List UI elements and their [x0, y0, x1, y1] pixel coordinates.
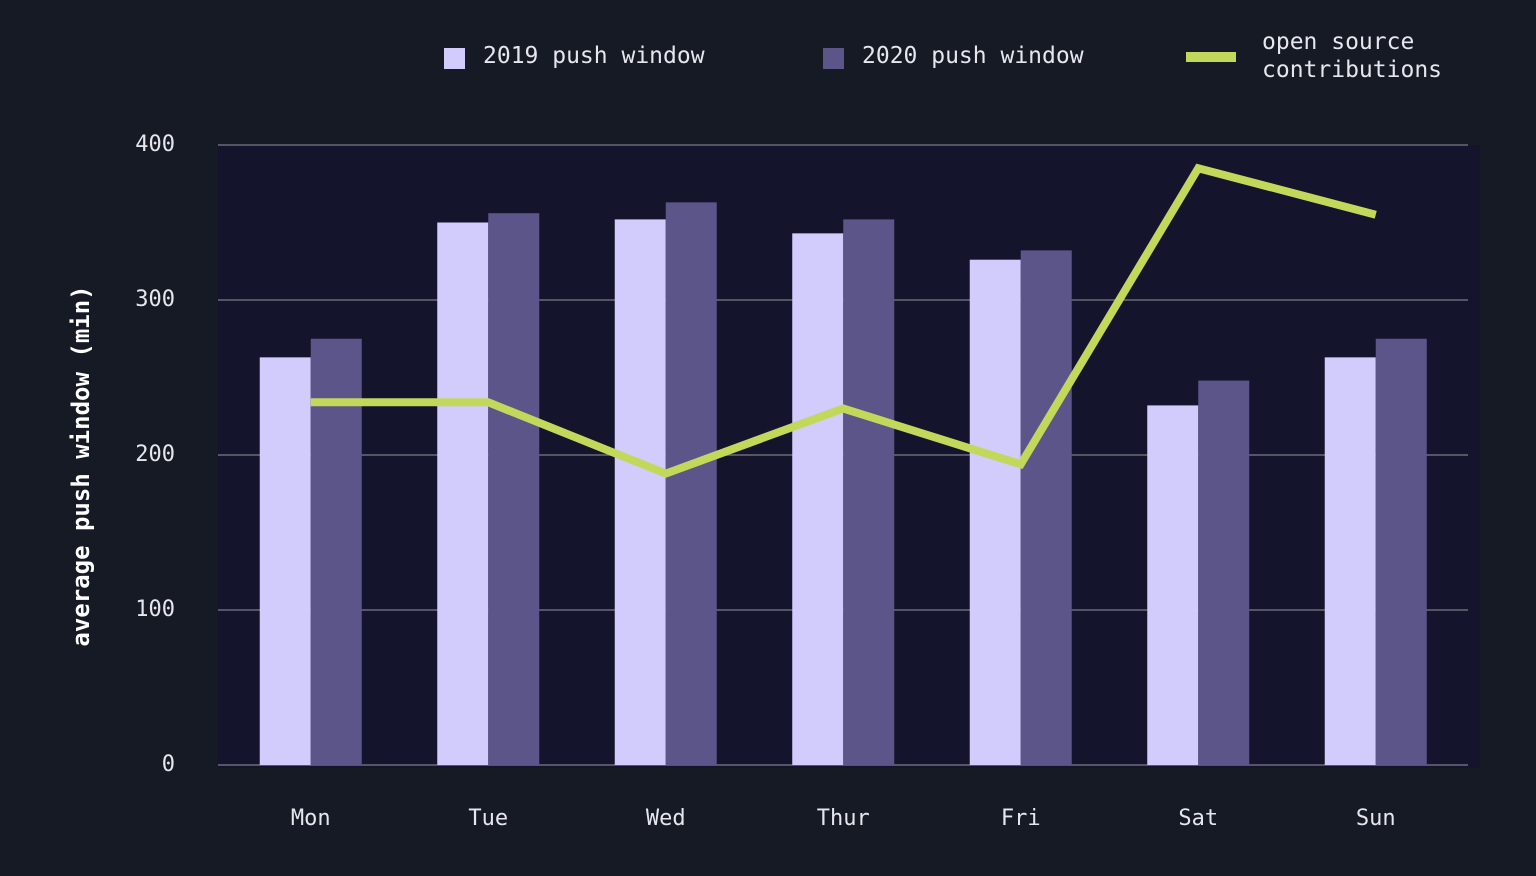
legend-label: 2020 push window: [862, 43, 1084, 69]
legend-label: open source contributions: [1262, 29, 1443, 83]
legend-item: 2020 push window: [862, 43, 1084, 69]
legend-swatch: [444, 48, 465, 69]
y-axis-label: average push window (min): [67, 285, 95, 646]
bar: [1324, 357, 1376, 765]
bar: [969, 259, 1021, 765]
x-tick-label: Tue: [468, 806, 508, 831]
x-tick-label: Wed: [646, 806, 686, 831]
bar: [1147, 405, 1199, 765]
bar: [310, 338, 362, 765]
y-tick-label: 400: [135, 132, 175, 157]
x-tick-label: Sun: [1356, 806, 1396, 831]
bar: [843, 219, 895, 765]
bar: [1198, 380, 1250, 765]
bar: [1020, 250, 1072, 765]
legend-item: open source contributions: [1262, 29, 1443, 83]
bar: [1375, 338, 1427, 765]
y-tick-label: 300: [135, 287, 175, 312]
bar: [792, 233, 844, 766]
lines: [310, 163, 1377, 478]
bar: [665, 202, 717, 766]
x-tick-label: Thur: [817, 806, 870, 831]
y-tick-label: 200: [135, 442, 175, 467]
legend: 2019 push window 2020 push window open sou…: [444, 29, 1443, 83]
bar: [259, 357, 311, 765]
bar: [488, 213, 540, 765]
bars: [259, 202, 1427, 766]
y-tick-label: 100: [135, 597, 175, 622]
bar: [614, 219, 666, 765]
labels: 0 100 200 300 400 Mon Tue Wed Thur Fri Sat Sun: [135, 132, 1395, 831]
legend-item: 2019 push window: [483, 43, 705, 69]
bar: [437, 222, 489, 765]
legend-swatch: [823, 48, 844, 69]
legend-label: 2019 push window: [483, 43, 705, 69]
y-tick-label: 0: [162, 752, 175, 777]
x-tick-label: Fri: [1001, 806, 1041, 831]
x-tick-label: Mon: [291, 806, 331, 831]
x-tick-label: Sat: [1178, 806, 1218, 831]
legend-swatch: [1186, 52, 1236, 62]
line: [310, 163, 1377, 478]
